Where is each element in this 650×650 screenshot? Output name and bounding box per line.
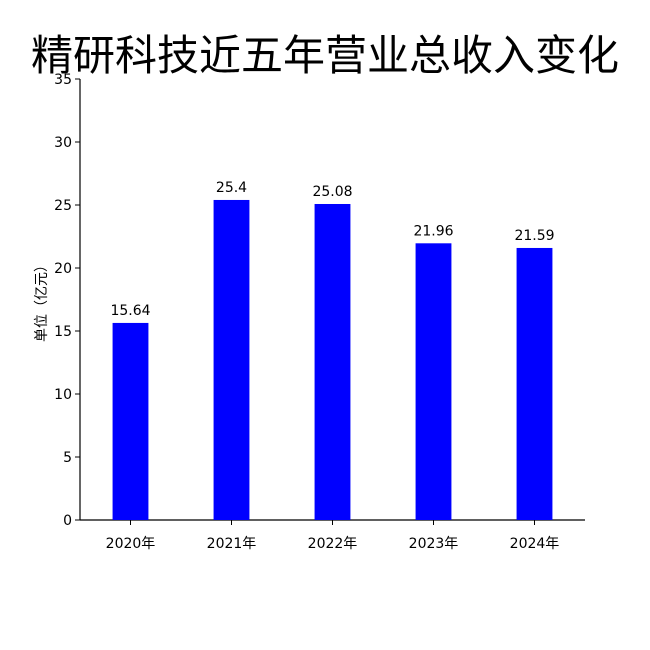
bar bbox=[415, 243, 452, 520]
data-label: 21.59 bbox=[514, 228, 554, 244]
data-labels: 15.64 25.4 25.08 21.96 21.59 bbox=[110, 180, 554, 319]
data-label: 25.4 bbox=[216, 180, 247, 196]
chart-title: 精研科技近五年营业总收入变化 bbox=[30, 31, 619, 80]
data-label: 25.08 bbox=[312, 184, 352, 200]
x-tick-label: 2024年 bbox=[510, 536, 560, 552]
y-tick-label: 0 bbox=[63, 513, 72, 529]
bar bbox=[516, 247, 553, 520]
x-tick-label: 2021年 bbox=[207, 536, 257, 552]
y-tick-label: 5 bbox=[63, 450, 72, 466]
bar bbox=[112, 322, 149, 520]
x-tick-label: 2023年 bbox=[409, 536, 459, 552]
bar bbox=[314, 203, 351, 520]
y-axis-label: 单位（亿元） bbox=[34, 258, 50, 342]
y-tick-label: 10 bbox=[54, 387, 72, 403]
x-tick-label: 2022年 bbox=[308, 536, 358, 552]
y-tick-label: 25 bbox=[54, 198, 72, 214]
data-label: 15.64 bbox=[110, 303, 150, 319]
y-axis-label-group: 单位（亿元） bbox=[34, 258, 50, 342]
data-label: 21.96 bbox=[413, 223, 453, 239]
y-tick-label: 15 bbox=[54, 324, 72, 340]
bars bbox=[112, 199, 553, 520]
bar bbox=[213, 199, 250, 520]
y-tick-label: 30 bbox=[54, 135, 72, 151]
x-tick-label: 2020年 bbox=[106, 536, 156, 552]
y-tick-label: 20 bbox=[54, 261, 72, 277]
y-tick-label: 35 bbox=[54, 72, 72, 88]
